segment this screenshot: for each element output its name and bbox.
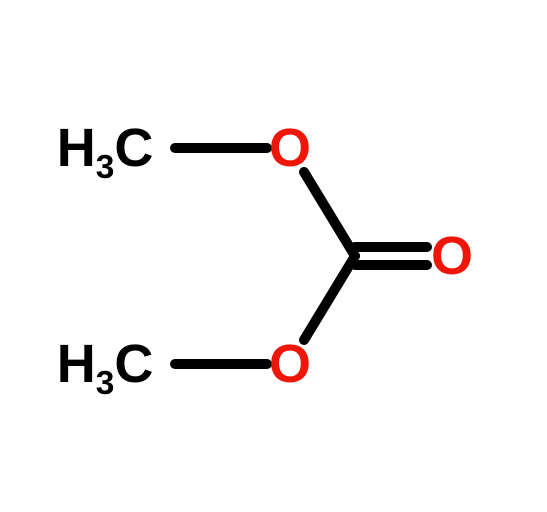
molecule-canvas: H3C O O O H3C: [0, 0, 547, 512]
atom-h3c-top: H3C: [57, 121, 154, 175]
atom-o-top: O: [269, 121, 311, 175]
atom-h3c-bot: H3C: [57, 337, 154, 391]
bond-single: [304, 256, 355, 340]
atom-o-bot: O: [269, 337, 311, 391]
atom-o-double: O: [431, 229, 473, 283]
bond-single: [304, 172, 355, 256]
